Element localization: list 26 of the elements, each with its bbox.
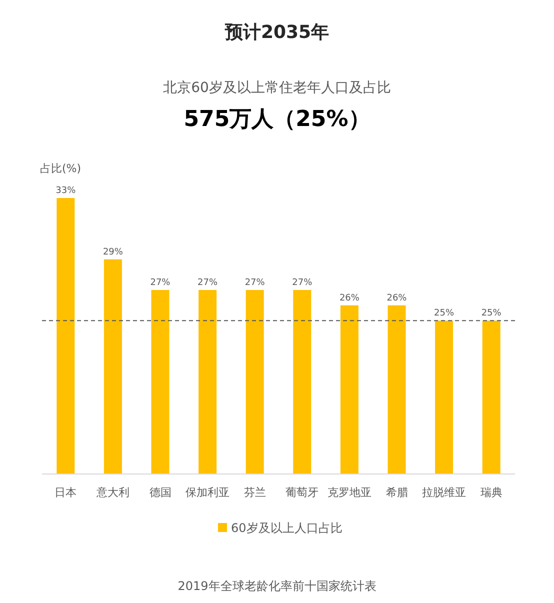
annotation: 2019年全球老龄化率前十国家统计表: [178, 579, 376, 593]
data-label: 27%: [198, 278, 218, 288]
annotation: 575万人（25%）: [184, 107, 370, 132]
data-label: 26%: [386, 293, 407, 304]
x-tick: 保加利亚: [186, 486, 230, 499]
x-tick: 葡萄牙: [286, 486, 319, 499]
data-label: 27%: [150, 278, 170, 288]
data-label: 33%: [56, 186, 76, 196]
subtitle: 北京60岁及以上常住老年人口及占比: [163, 80, 391, 96]
data-label: 25%: [481, 308, 502, 319]
x-tick: 芬兰: [244, 486, 266, 499]
data-label: 29%: [102, 247, 123, 258]
x-tick: 意大利: [96, 486, 130, 499]
data-label: 27%: [244, 278, 265, 288]
x-tick: 希腊: [386, 486, 408, 499]
ylabel: 占比(%): [40, 162, 82, 175]
data-label: 27%: [292, 278, 312, 288]
data-label: 25%: [434, 308, 454, 319]
x-tick: 拉脱维亚: [422, 486, 466, 499]
data-label: 26%: [339, 293, 360, 304]
x-tick: 克罗地亚: [327, 486, 372, 499]
legend: 60岁及以上人口占比: [231, 521, 342, 535]
x-tick: 瑞典: [480, 486, 502, 499]
x-tick: 德国: [149, 486, 172, 499]
x-tick: 日本: [54, 486, 77, 499]
title: 预计2035年: [224, 22, 330, 43]
